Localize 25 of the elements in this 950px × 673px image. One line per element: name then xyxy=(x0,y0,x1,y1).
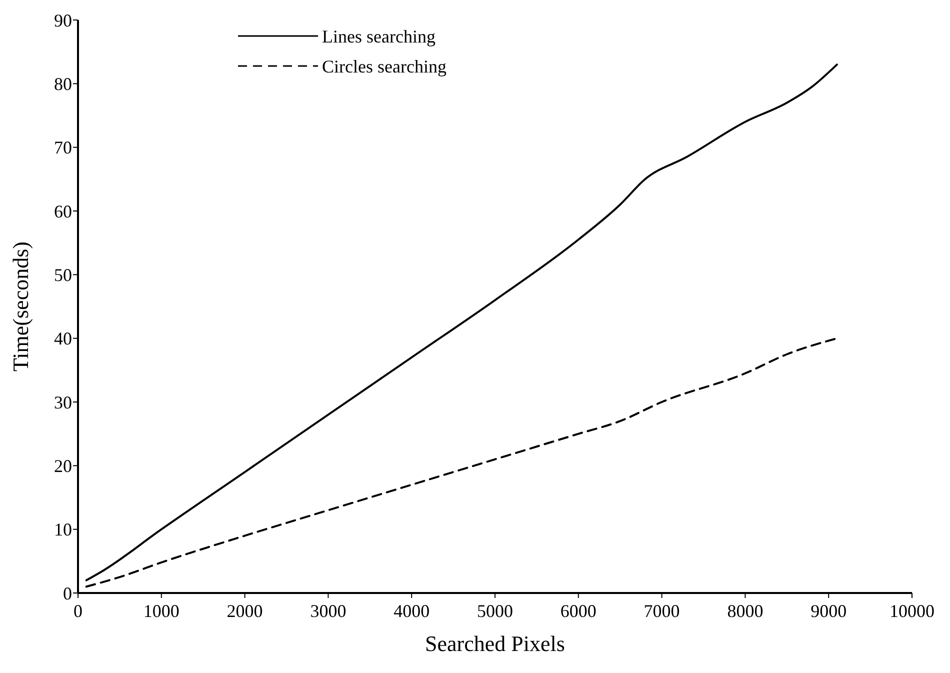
y-tick-label: 70 xyxy=(54,138,72,158)
x-tick-label: 3000 xyxy=(310,601,346,621)
y-tick-label: 50 xyxy=(54,264,72,285)
y-axis-title: Time(seconds) xyxy=(8,242,33,372)
y-tick-label: 80 xyxy=(54,74,72,94)
y-tick-label: 60 xyxy=(54,201,72,222)
x-tick-label: 2000 xyxy=(226,601,263,621)
x-tick-label: 10000 xyxy=(890,601,934,621)
y-tick-label: 0 xyxy=(63,583,72,604)
line-series xyxy=(85,337,838,588)
y-tick-label: 10 xyxy=(54,520,72,540)
legend-label: Lines searching xyxy=(322,26,436,46)
x-tick-label: 1000 xyxy=(143,601,180,621)
x-tick-label: 4000 xyxy=(394,601,430,621)
x-tick-label: 5000 xyxy=(477,601,513,621)
y-tick-label: 40 xyxy=(54,328,72,349)
legend-label: Circles searching xyxy=(322,56,446,76)
y-tick-label: 30 xyxy=(54,392,72,412)
x-tick-label: 6000 xyxy=(560,601,596,621)
x-tick-label: 8000 xyxy=(727,601,764,621)
x-axis-title: Searched Pixels xyxy=(425,631,565,656)
x-tick-label: 7000 xyxy=(644,601,680,621)
y-tick-label: 90 xyxy=(54,10,72,30)
y-tick-label: 20 xyxy=(54,456,72,476)
x-tick-label: 9000 xyxy=(810,601,847,621)
